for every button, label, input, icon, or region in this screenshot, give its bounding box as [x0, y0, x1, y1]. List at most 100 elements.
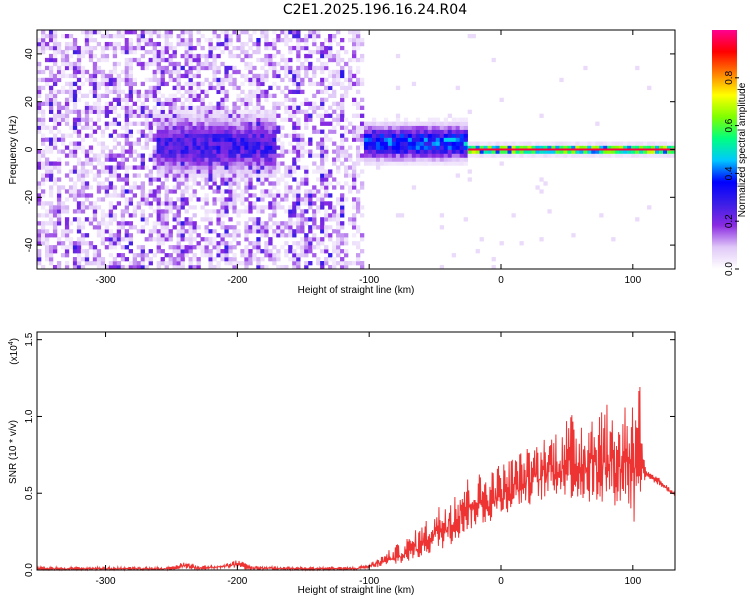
spectrogram-cell	[256, 77, 261, 83]
spectrogram-cell	[236, 213, 241, 218]
spectrogram-cell	[164, 165, 169, 170]
spectrogram-cell	[208, 265, 213, 270]
spectrogram-cell	[40, 33, 46, 39]
spectrogram-cell	[523, 153, 528, 158]
spectrogram-cell	[399, 153, 405, 158]
spectrogram-cell	[88, 57, 94, 63]
spectrogram-cell	[120, 69, 126, 75]
spectrogram-cell	[639, 145, 644, 150]
spectrogram-cell	[276, 253, 281, 258]
spectrogram-cell	[391, 125, 397, 130]
spectrogram-cell	[228, 193, 233, 198]
spectrogram-cell	[383, 129, 389, 134]
spectrogram-cell	[419, 157, 425, 162]
spectrogram-cell	[623, 153, 628, 158]
spectrogram-cell	[180, 65, 185, 71]
spectrogram-cell	[220, 177, 225, 182]
spectrogram-cell	[667, 153, 672, 158]
spectrogram-cell	[316, 30, 321, 35]
spectrogram-cell	[272, 213, 277, 218]
spectrogram-cell	[56, 205, 62, 210]
spectrogram-cell	[268, 93, 273, 99]
spectrogram-cell	[371, 145, 377, 150]
spectrogram-cell	[204, 229, 209, 234]
spectrogram-cell	[260, 189, 265, 194]
spectrogram-cell	[296, 141, 301, 146]
spectrogram-cell	[68, 93, 74, 99]
spectrogram-cell	[403, 121, 409, 126]
spectrogram-cell	[184, 185, 189, 190]
spectrogram-cell	[300, 241, 305, 246]
spectrogram-cell	[60, 137, 66, 142]
spectrogram-cell	[192, 97, 197, 102]
spectrogram-cell	[224, 257, 229, 262]
spectrogram-cell	[220, 197, 225, 202]
spectrogram-cell	[332, 89, 337, 95]
spectrogram-cell	[260, 157, 265, 162]
spectrogram-cell	[224, 161, 229, 166]
spectrogram-cell	[308, 105, 313, 110]
spectrogram-cell	[324, 153, 329, 158]
spectrogram-cell	[248, 33, 253, 39]
spectrogram-cell	[128, 69, 133, 75]
spectrogram-cell	[435, 121, 441, 126]
spectrogram-cell	[220, 253, 225, 258]
spectrogram-cell	[467, 145, 472, 150]
spectrogram-cell	[168, 257, 173, 262]
spectrogram-cell	[244, 41, 249, 47]
spectrogram-cell	[172, 117, 177, 122]
spectrogram-cell	[212, 117, 217, 122]
spectrogram-cell	[244, 221, 249, 226]
spectrogram-cell	[220, 77, 225, 83]
spectrogram-cell	[136, 229, 141, 234]
spectrogram-cell	[244, 105, 249, 110]
spectrogram-cell	[431, 117, 437, 122]
spectrogram-cell	[336, 181, 341, 186]
spectrogram-cell	[244, 261, 249, 266]
spectrogram-cell	[140, 189, 145, 194]
spectrogram-cell	[84, 37, 90, 43]
spectrogram-cell	[359, 53, 365, 59]
spectrogram-cell	[96, 229, 102, 234]
spectrogram-cell	[308, 117, 313, 122]
spectrogram-cell	[487, 145, 492, 150]
spectrogram-cell	[499, 241, 504, 246]
spectrogram-cell	[116, 165, 122, 170]
spectrogram-cell	[232, 145, 237, 150]
spectrogram-cell	[188, 249, 193, 254]
spectrogram-cell	[236, 93, 241, 99]
spectrogram-cell	[340, 241, 345, 246]
spectrogram-cell	[176, 33, 181, 39]
spectrogram-cell	[88, 77, 94, 83]
spectrogram-cell	[276, 229, 281, 234]
spectrogram-cell	[168, 109, 173, 114]
spectrogram-cell	[172, 133, 177, 138]
spectrogram-cell	[332, 125, 337, 130]
spectrogram-cell	[659, 153, 664, 158]
spectrogram-cell	[519, 153, 524, 158]
spectrogram-cell	[200, 153, 205, 158]
spectrogram-cell	[643, 149, 648, 154]
spectrogram-cell	[312, 153, 317, 158]
spectrogram-cell	[375, 161, 381, 166]
spectrogram-cell	[88, 30, 94, 35]
spectrogram-cell	[643, 145, 648, 150]
spectrogram-cell	[200, 185, 205, 190]
spectrogram-cell	[216, 245, 221, 250]
spectrogram-cell	[419, 149, 425, 154]
spectrogram-cell	[37, 129, 42, 134]
spectrogram-cell	[48, 129, 54, 134]
spectrogram-cell	[264, 153, 269, 158]
spectrogram-cell	[37, 37, 42, 43]
spectrogram-cell	[40, 117, 46, 122]
spectrogram-cell	[248, 141, 253, 146]
spectrogram-cell	[180, 37, 185, 43]
spectrogram-cell	[308, 149, 313, 154]
spectrogram-cell	[304, 117, 309, 122]
spectrogram-cell	[363, 157, 369, 162]
spectrogram-cell	[180, 257, 185, 262]
spectrogram-cell	[320, 45, 325, 51]
spectrogram-cell	[443, 137, 449, 142]
spectrogram-cell	[531, 149, 536, 154]
spectrogram-cell	[344, 165, 349, 170]
